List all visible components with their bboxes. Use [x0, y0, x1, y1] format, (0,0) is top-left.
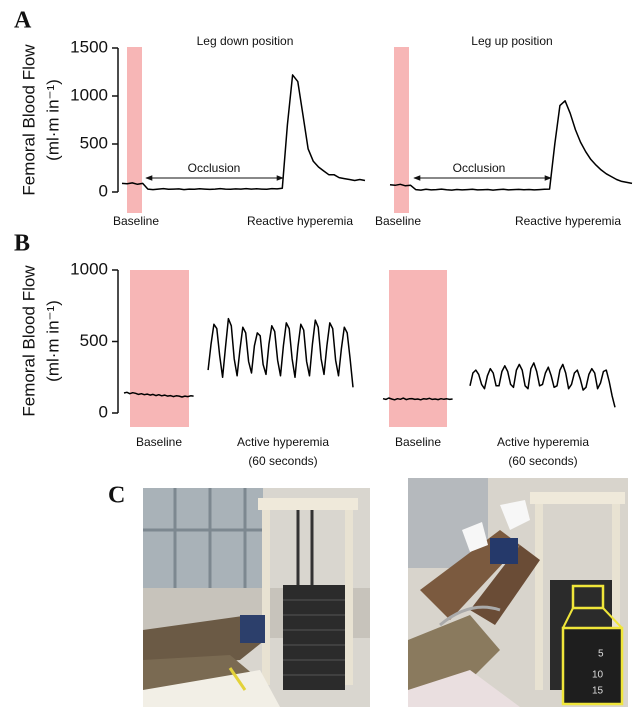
inset-label: 5 — [598, 649, 604, 660]
baseline-shade — [394, 47, 409, 213]
annotation: Occlusion — [188, 161, 241, 175]
annotation: Active hyperemia — [237, 435, 329, 449]
panel-label: A — [14, 8, 32, 34]
annotation: Occlusion — [453, 161, 506, 175]
photo-right: 5 10 15 — [408, 478, 628, 707]
annotation: Active hyperemia — [497, 435, 589, 449]
chart-title: Leg down position — [197, 34, 294, 48]
inset-label: 10 — [592, 670, 604, 681]
annotation: Baseline — [395, 435, 441, 449]
y-tick-label: 0 — [99, 181, 108, 200]
y-axis-label: Femoral Blood Flow — [19, 44, 38, 196]
photo-left — [143, 488, 370, 707]
figure: A B C — [0, 0, 644, 707]
y-tick-label: 500 — [80, 331, 108, 350]
inset-label: 15 — [592, 686, 604, 697]
annotation: (60 seconds) — [248, 454, 317, 468]
annotation: Baseline — [136, 435, 182, 449]
panel-label: C — [108, 483, 125, 509]
baseline-shade — [130, 270, 189, 427]
annotation: Baseline — [375, 214, 421, 228]
panel-label: B — [14, 231, 30, 257]
flow-trace — [390, 101, 632, 190]
baseline-shade — [127, 47, 142, 213]
annotation: Baseline — [113, 214, 159, 228]
baseline-shade — [389, 270, 447, 427]
y-tick-label: 1000 — [70, 259, 108, 278]
y-axis-label: (ml·m in⁻¹) — [43, 300, 62, 382]
annotation: (60 seconds) — [508, 454, 577, 468]
flow-trace — [122, 75, 365, 190]
y-tick-label: 0 — [99, 402, 108, 421]
y-tick-label: 500 — [80, 133, 108, 152]
y-axis-label: Femoral Blood Flow — [19, 265, 38, 417]
chart-title: Leg up position — [471, 34, 552, 48]
y-tick-label: 1500 — [70, 37, 108, 56]
annotation: Reactive hyperemia — [515, 214, 621, 228]
y-tick-label: 1000 — [70, 85, 108, 104]
y-axis-label: (ml·m in⁻¹) — [43, 79, 62, 161]
annotation: Reactive hyperemia — [247, 214, 353, 228]
